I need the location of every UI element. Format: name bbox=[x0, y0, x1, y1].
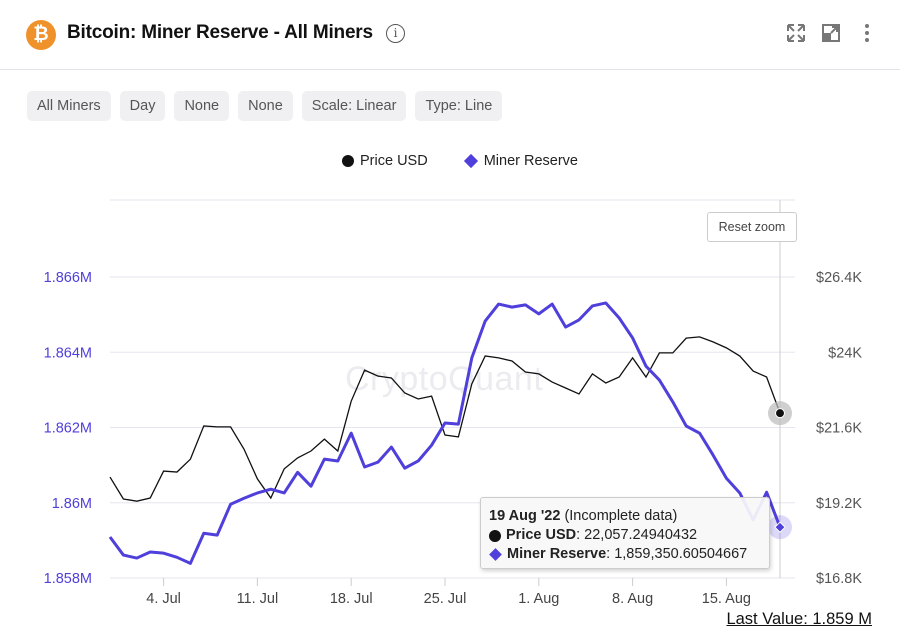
tooltip-price-value: : 22,057.24940432 bbox=[576, 527, 698, 543]
x-tick-label: 25. Jul bbox=[424, 591, 467, 607]
y-left-tick-label: 1.866M bbox=[44, 270, 92, 286]
legend-item-price[interactable]: Price USD bbox=[342, 153, 428, 169]
info-icon[interactable]: i bbox=[386, 24, 405, 43]
toolbar: All Miners Day None None Scale: Linear T… bbox=[27, 91, 503, 121]
x-tick-label: 18. Jul bbox=[330, 591, 373, 607]
compare-chip[interactable]: None bbox=[238, 91, 293, 121]
tooltip-reserve-value: : 1,859,350.60504667 bbox=[606, 546, 748, 562]
price-point bbox=[775, 408, 785, 419]
y-right-tick-label: $21.6K bbox=[816, 421, 862, 437]
tooltip-reserve-label: Miner Reserve bbox=[507, 546, 607, 562]
scale-chip[interactable]: Scale: Linear bbox=[301, 91, 407, 121]
chart-header: ₿ Bitcoin: Miner Reserve - All Miners i bbox=[0, 0, 900, 70]
bitcoin-icon: ₿ bbox=[26, 20, 56, 50]
type-chip[interactable]: Type: Line bbox=[415, 91, 503, 121]
legend-label: Miner Reserve bbox=[483, 153, 578, 169]
x-tick-label: 15. Aug bbox=[702, 591, 751, 607]
legend: Price USD Miner Reserve bbox=[10, 153, 900, 169]
y-right-tick-label: $24K bbox=[828, 345, 862, 361]
price-usd-line bbox=[109, 336, 781, 502]
diamond-marker-icon bbox=[489, 548, 502, 561]
legend-label: Price USD bbox=[360, 153, 428, 169]
interval-chip[interactable]: Day bbox=[119, 91, 166, 121]
y-left-tick-label: 1.86M bbox=[52, 496, 92, 512]
watermark: CryptoQuant bbox=[345, 360, 544, 398]
reset-zoom-button[interactable]: Reset zoom bbox=[707, 212, 797, 242]
tooltip-date: 19 Aug '22 bbox=[489, 508, 561, 524]
tooltip-note: (Incomplete data) bbox=[564, 508, 678, 524]
moving-average-chip[interactable]: None bbox=[174, 91, 230, 121]
y-left-tick-label: 1.862M bbox=[44, 421, 92, 437]
miner-reserve-line bbox=[108, 301, 782, 565]
x-tick-label: 11. Jul bbox=[237, 591, 279, 607]
legend-item-reserve[interactable]: Miner Reserve bbox=[463, 153, 578, 169]
circle-marker-icon bbox=[342, 155, 355, 167]
y-right-tick-label: $26.4K bbox=[816, 270, 862, 286]
page-title: Bitcoin: Miner Reserve - All Miners bbox=[67, 22, 373, 43]
circle-marker-icon bbox=[489, 529, 501, 542]
y-left-tick-label: 1.858M bbox=[44, 571, 92, 587]
last-value-link[interactable]: Last Value: 1.859 M bbox=[726, 610, 872, 628]
y-left-tick-label: 1.864M bbox=[44, 345, 92, 361]
more-vertical-icon[interactable] bbox=[856, 22, 878, 44]
y-right-tick-label: $16.8K bbox=[816, 571, 862, 587]
tooltip: 19 Aug '22 (Incomplete data) Price USD: … bbox=[480, 497, 770, 569]
y-right-tick-label: $19.2K bbox=[816, 496, 862, 512]
reserve-point bbox=[774, 521, 786, 533]
x-tick-label: 1. Aug bbox=[518, 591, 559, 607]
expand-icon[interactable] bbox=[785, 22, 807, 44]
miner-filter-chip[interactable]: All Miners bbox=[27, 91, 111, 121]
open-in-new-icon[interactable] bbox=[820, 22, 842, 44]
x-tick-label: 8. Aug bbox=[612, 591, 653, 607]
tooltip-price-label: Price USD bbox=[506, 527, 577, 543]
x-tick-label: 4. Jul bbox=[146, 591, 181, 607]
